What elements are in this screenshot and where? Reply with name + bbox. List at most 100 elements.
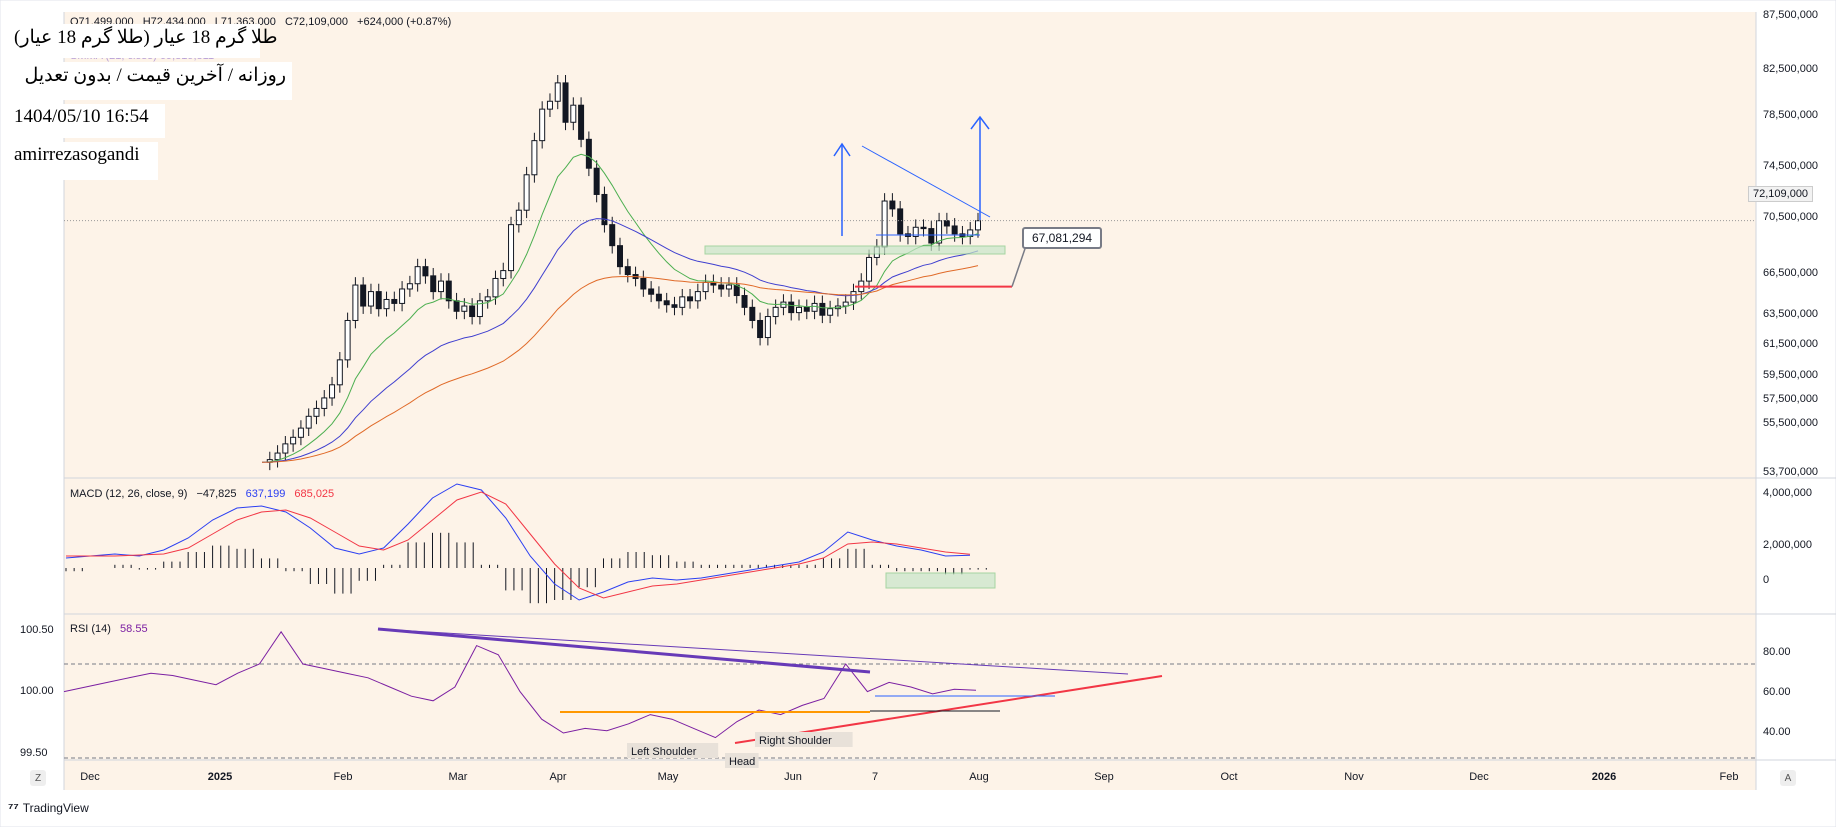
candle-body bbox=[656, 294, 661, 301]
overlay-subtitle: روزانه / آخرین قیمت / بدون تعدیل bbox=[8, 62, 292, 100]
candle-body bbox=[828, 309, 833, 316]
price-tick-label: 87,500,000 bbox=[1763, 9, 1818, 21]
macd-tick-label: 0 bbox=[1763, 574, 1769, 586]
candle-body bbox=[454, 301, 459, 312]
rsi-tick-label: 80.00 bbox=[1763, 646, 1791, 658]
candle-body bbox=[407, 284, 412, 289]
candle-body bbox=[773, 307, 778, 316]
candle-body bbox=[641, 278, 646, 289]
rsi-name: RSI (14) bbox=[70, 623, 111, 635]
candle-body bbox=[843, 302, 848, 306]
candle-body bbox=[431, 276, 436, 292]
price-tick-label: 57,500,000 bbox=[1763, 393, 1818, 405]
macd-value: 637,199 bbox=[246, 488, 286, 500]
candle-body bbox=[664, 301, 669, 305]
candle-body bbox=[353, 285, 358, 320]
candle-body bbox=[314, 408, 319, 416]
candle-body bbox=[345, 320, 350, 359]
x-tick-label: Jun bbox=[784, 771, 802, 783]
price-tick-label: 78,500,000 bbox=[1763, 109, 1818, 121]
plot-background bbox=[64, 12, 1756, 790]
rsi-label: RSI (14) 58.55 bbox=[70, 623, 154, 635]
candle-body bbox=[882, 201, 887, 247]
candle-body bbox=[532, 141, 537, 175]
candle-body bbox=[509, 225, 514, 271]
price-tick-label: 74,500,000 bbox=[1763, 160, 1818, 172]
candle-body bbox=[750, 307, 755, 320]
macd-zone bbox=[886, 573, 995, 588]
candle-body bbox=[470, 306, 475, 317]
x-tick-label: Feb bbox=[1720, 771, 1739, 783]
candle-body bbox=[400, 289, 405, 303]
candle-body bbox=[672, 305, 677, 308]
candle-body bbox=[330, 385, 335, 398]
candle-body bbox=[703, 282, 708, 291]
candle-body bbox=[462, 306, 467, 311]
demand-zone bbox=[705, 246, 1005, 254]
candle-body bbox=[579, 105, 584, 139]
candle-body bbox=[392, 299, 397, 303]
candle-body bbox=[695, 292, 700, 301]
x-tick-label: 2026 bbox=[1592, 771, 1616, 783]
candle-body bbox=[291, 437, 296, 444]
candle-body bbox=[439, 281, 444, 292]
macd-hist-value: −47,825 bbox=[196, 488, 236, 500]
right-shoulder-label: Right Shoulder bbox=[759, 735, 832, 747]
candle-body bbox=[361, 285, 366, 306]
rsi-left-tick-label: 100.50 bbox=[20, 624, 54, 636]
candle-body bbox=[890, 201, 895, 209]
macd-signal-value: 685,025 bbox=[294, 488, 334, 500]
z-button[interactable]: Z bbox=[30, 770, 46, 786]
candle-body bbox=[376, 292, 381, 309]
candle-body bbox=[610, 225, 615, 246]
price-tick-label: 61,500,000 bbox=[1763, 338, 1818, 350]
overlay-title: (طلا گرم 18 عیار (طلا گرم 18 عیار bbox=[8, 24, 260, 58]
price-tick-label: 55,500,000 bbox=[1763, 417, 1818, 429]
x-tick-label: 2025 bbox=[208, 771, 232, 783]
x-tick-label: 7 bbox=[872, 771, 878, 783]
candle-body bbox=[298, 428, 303, 437]
candle-body bbox=[555, 83, 560, 101]
ohlc-close: C72,109,000 bbox=[285, 16, 348, 28]
ohlc-change: +624,000 (+0.87%) bbox=[357, 16, 451, 28]
candle-body bbox=[618, 246, 623, 267]
candle-body bbox=[688, 297, 693, 301]
candle-body bbox=[306, 416, 311, 428]
candle-body bbox=[446, 281, 451, 301]
candle-body bbox=[742, 296, 747, 308]
x-tick-label: Sep bbox=[1094, 771, 1114, 783]
left-shoulder-label: Left Shoulder bbox=[631, 746, 697, 758]
candle-body bbox=[797, 307, 802, 312]
support-callout[interactable]: 67,081,294 bbox=[1022, 227, 1102, 249]
candle-body bbox=[493, 278, 498, 296]
candle-body bbox=[322, 398, 327, 409]
last-price-tag: 72,109,000 bbox=[1748, 186, 1813, 202]
x-tick-label: May bbox=[658, 771, 679, 783]
macd-name: MACD (12, 26, close, 9) bbox=[70, 488, 187, 500]
candle-body bbox=[726, 285, 731, 289]
candle-body bbox=[921, 227, 926, 228]
candle-body bbox=[812, 303, 817, 311]
candle-body bbox=[625, 267, 630, 275]
candle-body bbox=[423, 267, 428, 276]
candle-body bbox=[516, 210, 521, 224]
tradingview-brand: TradingView bbox=[23, 801, 89, 815]
price-tick-label: 63,500,000 bbox=[1763, 308, 1818, 320]
candle-body bbox=[384, 299, 389, 308]
candle-body bbox=[540, 109, 545, 141]
x-tick-label: Nov bbox=[1344, 771, 1364, 783]
x-tick-label: Dec bbox=[1469, 771, 1489, 783]
candle-body bbox=[571, 105, 576, 122]
price-tick-label: 82,500,000 bbox=[1763, 63, 1818, 75]
candle-body bbox=[283, 444, 288, 453]
macd-tick-label: 4,000,000 bbox=[1763, 487, 1812, 499]
x-tick-label: Aug bbox=[969, 771, 989, 783]
candle-body bbox=[851, 292, 856, 303]
candle-body bbox=[789, 302, 794, 313]
a-button[interactable]: A bbox=[1780, 770, 1796, 786]
tradingview-logo[interactable]: ⁷⁷ TradingView bbox=[8, 800, 89, 815]
head-label: Head bbox=[729, 756, 755, 768]
price-tick-label: 59,500,000 bbox=[1763, 369, 1818, 381]
candle-body bbox=[415, 267, 420, 284]
